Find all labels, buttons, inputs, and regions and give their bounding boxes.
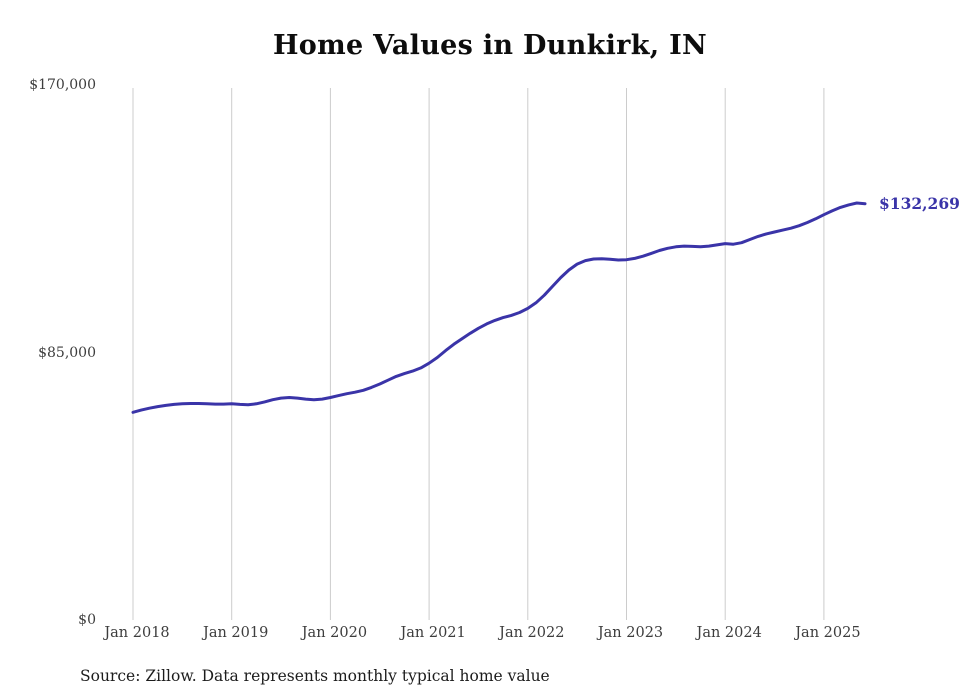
chart-title: Home Values in Dunkirk, IN xyxy=(272,30,708,61)
x-axis-tick-label: Jan 2018 xyxy=(104,625,170,641)
current-value-label: $132,269 xyxy=(879,193,960,213)
x-axis-tick-label: Jan 2022 xyxy=(499,625,565,641)
y-axis-tick-label: $85,000 xyxy=(38,344,96,361)
home-value-line xyxy=(131,201,867,414)
gridlines xyxy=(132,88,825,620)
x-axis-tick-label: Jan 2020 xyxy=(301,625,368,641)
x-axis-tick-label: Jan 2024 xyxy=(696,625,762,641)
x-axis-tick-label: Jan 2019 xyxy=(203,625,269,641)
source-note: Source: Zillow. Data represents monthly … xyxy=(80,667,550,685)
x-axis-tick-label: Jan 2021 xyxy=(400,625,466,641)
x-axis-tick-label: Jan 2025 xyxy=(795,625,861,641)
y-axis-tick-label: $170,000 xyxy=(29,77,96,93)
x-axis-tick-label: Jan 2023 xyxy=(597,625,664,641)
y-axis-tick-label: $0 xyxy=(78,612,96,628)
